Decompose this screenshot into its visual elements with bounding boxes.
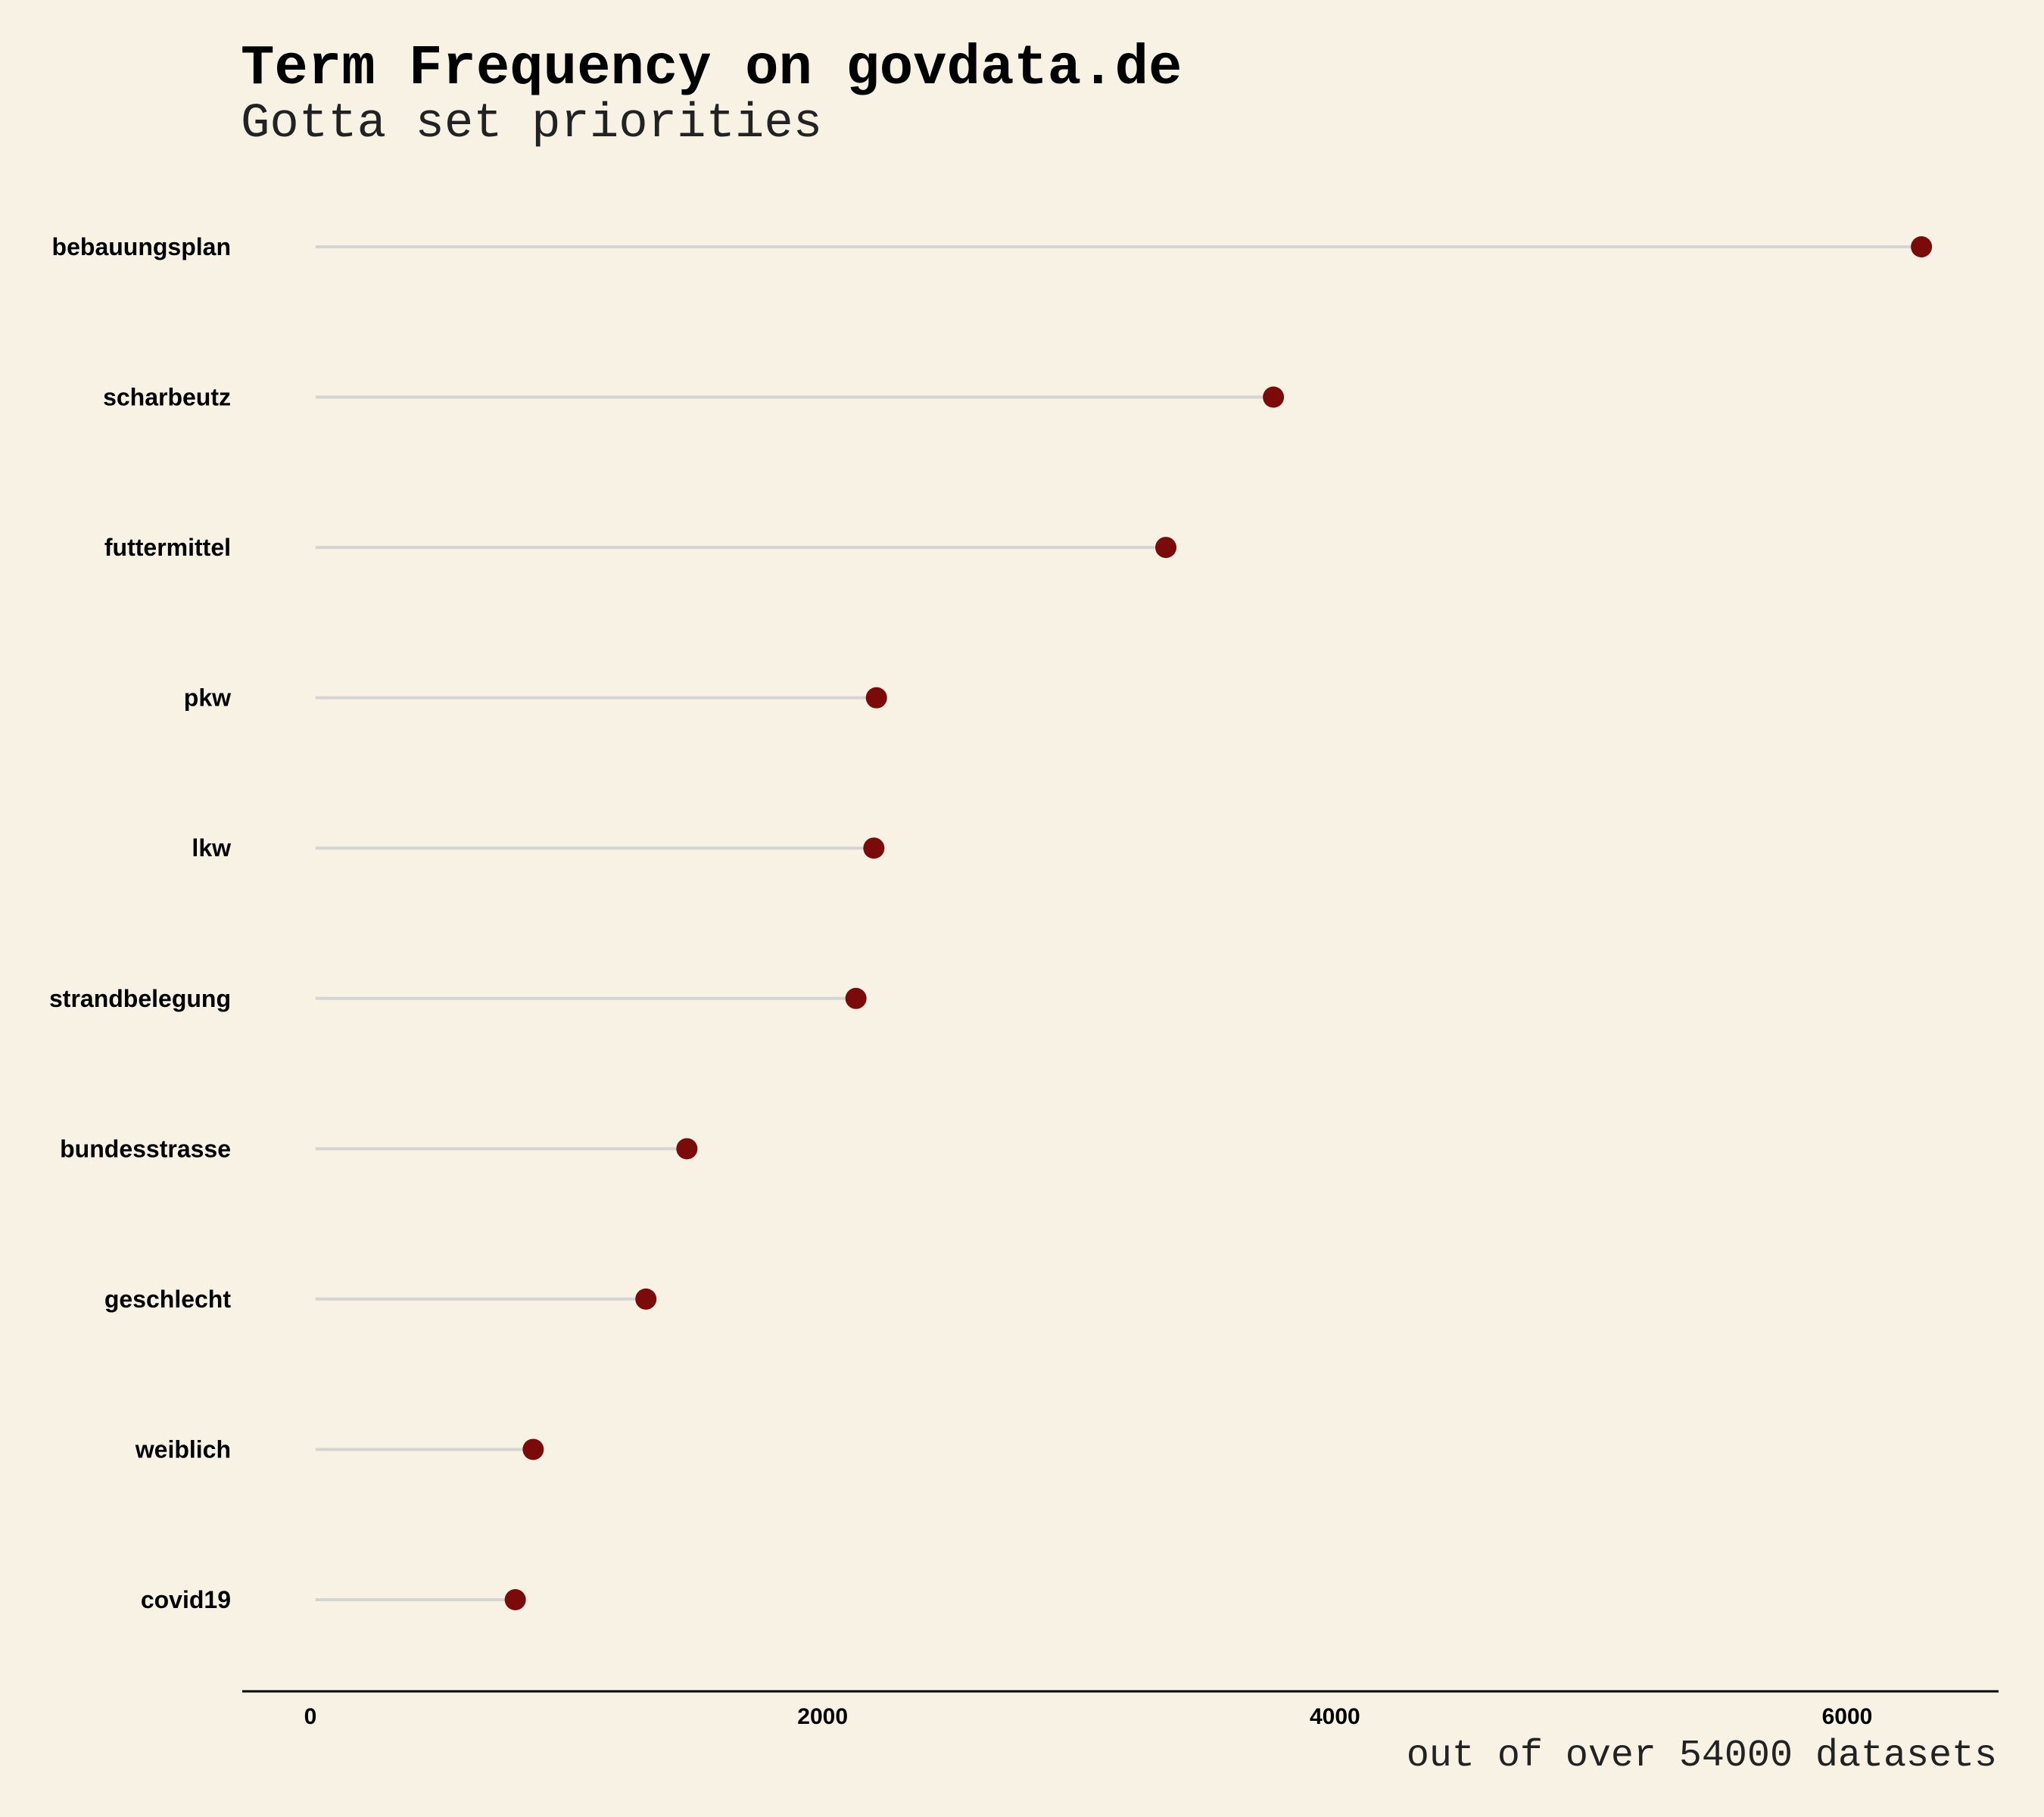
- point-strandbelegung: [845, 987, 867, 1009]
- point-pkw: [865, 687, 887, 709]
- x-tick-label-2000: 2000: [797, 1704, 848, 1729]
- point-lkw: [863, 837, 885, 859]
- point-covid19: [504, 1589, 526, 1610]
- point-weiblich: [522, 1438, 544, 1460]
- x-tick-label-6000: 6000: [1822, 1704, 1873, 1729]
- category-label-geschlecht: geschlecht: [104, 1286, 232, 1313]
- category-label-futtermittel: futtermittel: [104, 534, 231, 561]
- point-bebauungsplan: [1911, 236, 1933, 257]
- point-scharbeutz: [1263, 386, 1285, 408]
- category-label-strandbelegung: strandbelegung: [49, 985, 231, 1012]
- category-label-weiblich: weiblich: [135, 1435, 231, 1463]
- category-label-bebauungsplan: bebauungsplan: [52, 233, 231, 260]
- category-label-scharbeutz: scharbeutz: [103, 384, 231, 411]
- point-futtermittel: [1155, 537, 1177, 559]
- category-label-lkw: lkw: [192, 834, 231, 862]
- category-label-covid19: covid19: [141, 1586, 231, 1613]
- stems-group: [315, 245, 1922, 1601]
- x-tick-label-0: 0: [304, 1704, 317, 1729]
- points-group: [504, 236, 1933, 1610]
- x-axis-ticks: 0 2000 4000 6000: [304, 1704, 1873, 1729]
- category-label-pkw: pkw: [184, 684, 231, 712]
- category-label-bundesstrasse: bundesstrasse: [60, 1135, 231, 1162]
- point-geschlecht: [635, 1288, 657, 1310]
- chart-subtitle: Gotta set priorities: [241, 97, 822, 151]
- chart-title: Term Frequency on govdata.de: [241, 37, 1182, 101]
- x-tick-label-4000: 4000: [1310, 1704, 1360, 1729]
- point-bundesstrasse: [676, 1138, 698, 1160]
- category-labels: bebauungsplan scharbeutz futtermittel pkw lk…: [49, 233, 231, 1613]
- x-axis-label: out of over 54000 datasets: [1407, 1734, 1997, 1778]
